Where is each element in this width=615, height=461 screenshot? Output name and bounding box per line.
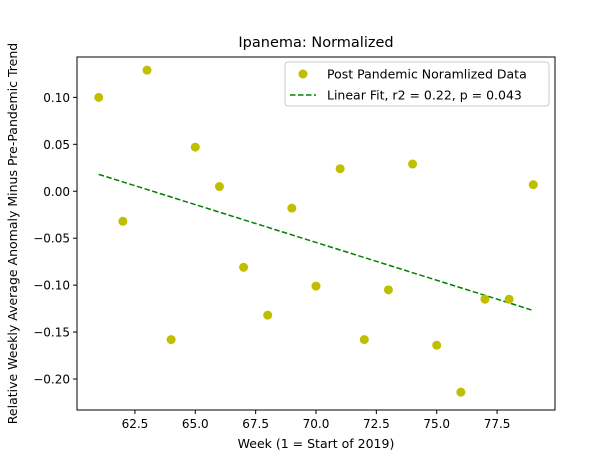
x-tick-label: 77.5 [484, 417, 511, 431]
data-point [504, 294, 514, 304]
x-tick-label: 62.5 [122, 417, 149, 431]
data-point [287, 203, 297, 213]
y-axis: 0.10 0.05 0.00 −0.05 −0.10 −0.15 −0.20 [33, 91, 77, 387]
legend-label: Post Pandemic Noramlized Data [327, 67, 527, 82]
data-point [239, 262, 249, 272]
fit-line [98, 173, 534, 312]
y-axis-label: Relative Weekly Average Anomaly Minus Pr… [5, 43, 20, 424]
y-tick-label: −0.15 [33, 326, 70, 340]
y-tick-label: 0.05 [43, 138, 70, 152]
x-tick-label: 75.0 [423, 417, 450, 431]
data-point [408, 159, 418, 169]
legend-box [284, 61, 550, 107]
data-point [335, 164, 345, 174]
data-point [359, 335, 369, 345]
y-tick-label: −0.05 [33, 232, 70, 246]
x-tick-label: 70.0 [303, 417, 330, 431]
data-point [118, 216, 128, 226]
y-tick-label: −0.10 [33, 279, 70, 293]
plot-area [94, 65, 538, 397]
data-point [142, 65, 152, 75]
axes-frame [76, 56, 556, 411]
data-point [456, 387, 466, 397]
x-axis: 62.5 65.0 67.5 70.0 72.5 75.0 77.5 [122, 410, 511, 431]
data-point [311, 281, 321, 291]
y-tick-label: −0.20 [33, 373, 70, 387]
y-tick-label: 0.00 [43, 185, 70, 199]
data-point [166, 335, 176, 345]
data-point [263, 310, 273, 320]
chart-title: Ipanema: Normalized [238, 35, 393, 51]
data-point [94, 92, 104, 102]
legend-label: Linear Fit, r2 = 0.22, p = 0.043 [327, 88, 522, 103]
data-point [383, 285, 393, 295]
y-tick-label: 0.10 [43, 91, 70, 105]
data-point [528, 180, 538, 190]
legend-marker [298, 69, 308, 79]
x-tick-label: 65.0 [182, 417, 209, 431]
legend: Post Pandemic Noramlized Data Linear Fit,… [284, 61, 550, 107]
data-point [190, 142, 200, 152]
data-point [214, 182, 224, 192]
data-point [432, 340, 442, 350]
data-point [480, 294, 490, 304]
x-tick-label: 72.5 [363, 417, 390, 431]
x-axis-label: Week (1 = Start of 2019) [238, 436, 395, 451]
x-tick-label: 67.5 [242, 417, 269, 431]
